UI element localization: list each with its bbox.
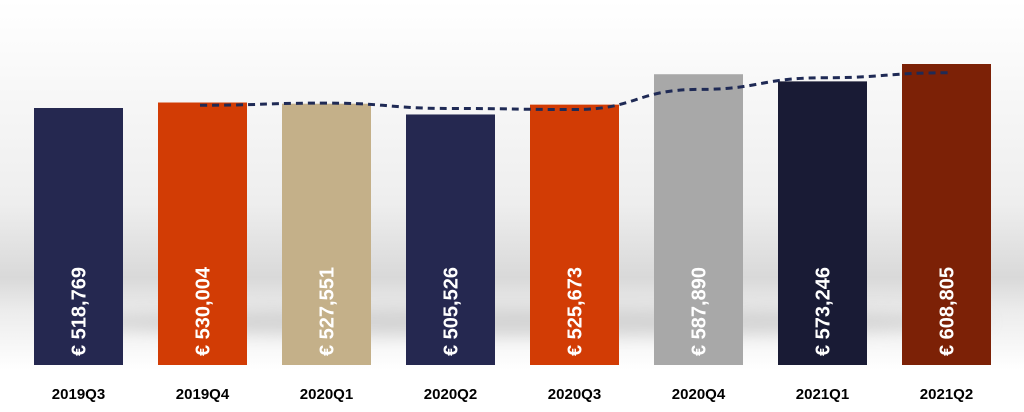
- x-tick-label: 2020Q1: [300, 386, 353, 403]
- data-labels-layer: € 518,769 € 530,004 € 527,551 € 505,526 € 52…: [69, 266, 959, 356]
- bar-2021q1: [778, 81, 867, 366]
- x-tick-label: 2021Q2: [920, 386, 973, 403]
- bar-2021q2: [902, 64, 991, 365]
- x-tick-label: 2020Q3: [548, 386, 601, 403]
- x-tick-label: 2020Q2: [424, 386, 477, 403]
- bar-value-label: € 530,004: [193, 266, 215, 356]
- bar-value-label: € 505,526: [441, 267, 463, 356]
- bar-2020q1: [282, 103, 371, 365]
- bar-2019q4: [158, 102, 247, 366]
- bar-value-label: € 527,551: [317, 267, 339, 356]
- bar-2020q2: [406, 114, 495, 365]
- bar-value-label: € 525,673: [565, 267, 587, 356]
- bars-layer: [34, 64, 991, 366]
- bar-2019q3: [34, 108, 123, 365]
- trendline-layer: [199, 71, 949, 112]
- bar-2020q3: [530, 104, 619, 365]
- x-tick-label: 2021Q1: [796, 386, 849, 403]
- trendline: [199, 71, 949, 112]
- x-axis-tick-labels: 2019Q3 2019Q4 2020Q1 2020Q2 2020Q3 2020Q4 2021…: [52, 386, 973, 403]
- bar-value-label: € 587,890: [689, 267, 711, 356]
- bar-value-label: € 518,769: [69, 267, 91, 356]
- bar-2020q4: [654, 74, 743, 366]
- bar-value-label: € 608,805: [937, 267, 959, 356]
- x-tick-label: 2020Q4: [672, 386, 726, 403]
- x-tick-label: 2019Q4: [176, 386, 230, 403]
- x-tick-label: 2019Q3: [52, 386, 105, 403]
- bar-value-label: € 573,246: [813, 267, 835, 356]
